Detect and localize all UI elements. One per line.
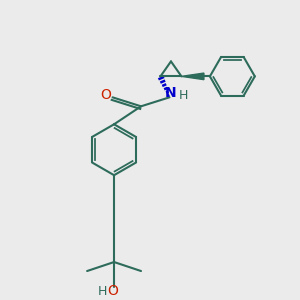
Text: H: H <box>179 89 188 102</box>
Polygon shape <box>182 73 204 80</box>
Text: N: N <box>165 86 177 100</box>
Text: O: O <box>100 88 111 102</box>
Text: H: H <box>98 285 107 298</box>
Text: O: O <box>107 284 118 298</box>
